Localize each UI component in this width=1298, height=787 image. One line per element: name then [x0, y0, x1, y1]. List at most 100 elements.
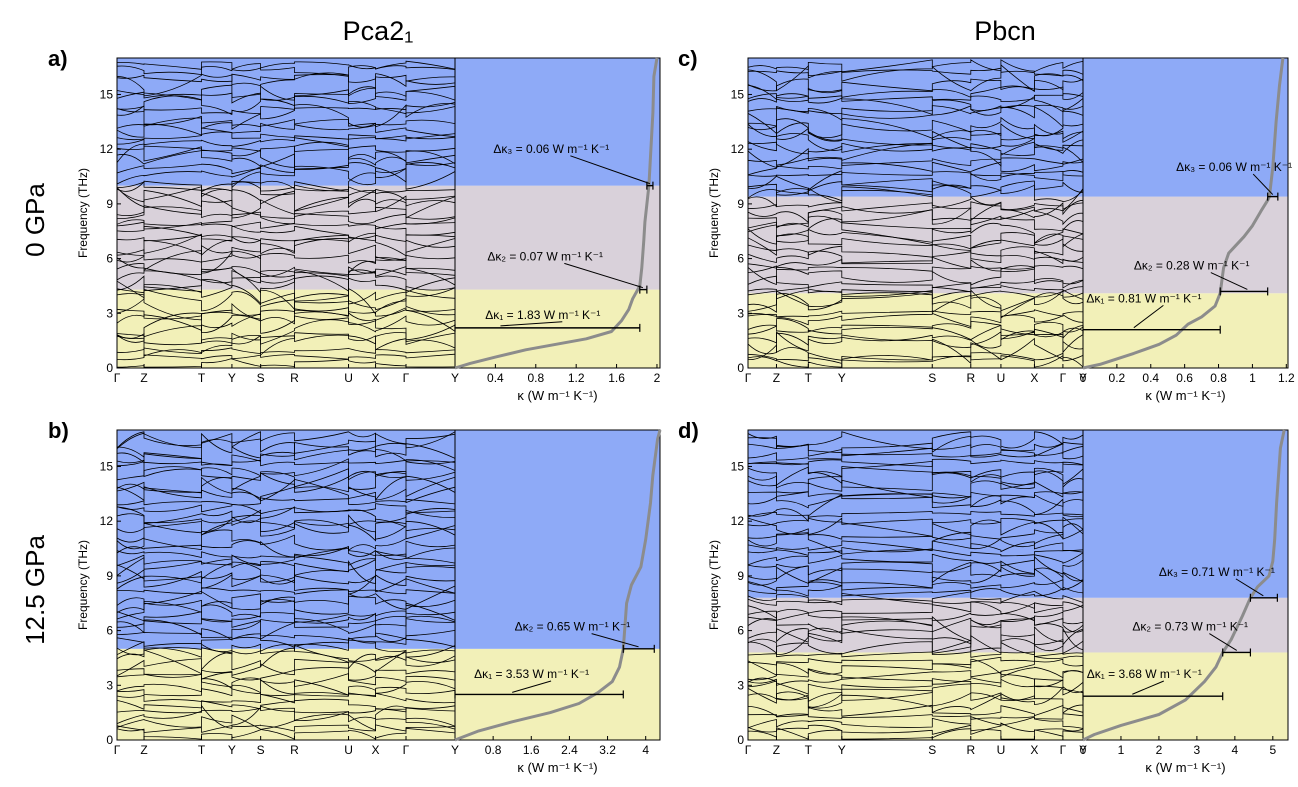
y-tick-label: 9 [737, 197, 744, 211]
dispersion-curve [747, 156, 1084, 166]
kappa-tick-label: 3 [1194, 743, 1201, 757]
kpoint-label: X [1030, 743, 1038, 757]
dispersion-curve [747, 104, 1084, 116]
dispersion-curve [116, 319, 456, 345]
dispersion-curve [747, 142, 1084, 169]
dispersion-curve [116, 585, 456, 610]
dispersion-curve [747, 561, 1084, 584]
delta-kappa-label-1: Δκ₁ = 3.68 W m⁻¹ K⁻¹ [1087, 667, 1202, 681]
dispersion-curve [116, 196, 456, 219]
dispersion-curve [747, 256, 1084, 272]
y-tick-label: 6 [737, 624, 744, 638]
dispersion-curve [116, 506, 456, 524]
dispersion-curve [116, 145, 456, 153]
dispersion-curve [116, 459, 456, 467]
y-tick-label: 0 [737, 733, 744, 747]
dispersion-curve [747, 651, 1084, 658]
dispersion-curve [747, 555, 1084, 576]
dispersion-curve [747, 713, 1084, 720]
dispersion-curve [747, 64, 1084, 93]
y-tick-label: 15 [100, 87, 114, 101]
y-tick-label: 9 [106, 197, 113, 211]
dispersion-curve [116, 540, 456, 560]
dispersion-curve [747, 528, 1084, 541]
dispersion-curve [747, 170, 1084, 191]
kappa-frame [1082, 429, 1289, 741]
panel-label: c) [678, 46, 698, 71]
kappa-tick-label: 0.4 [1142, 371, 1159, 385]
dispersion-curve [747, 250, 1084, 265]
dispersion-curve [116, 636, 456, 648]
dispersion-curve [116, 698, 456, 710]
dispersion-curve [747, 516, 1084, 540]
dispersion-curve [747, 199, 1084, 225]
kpoint-label: Y [1079, 371, 1087, 385]
kpoint-label: Γ [114, 743, 121, 757]
dispersion-curve [747, 93, 1084, 102]
y-tick-label: 6 [737, 252, 744, 266]
kpoint-label: Γ [403, 371, 410, 385]
dispersion-curve [116, 704, 456, 729]
panel-label: d) [678, 418, 699, 443]
kpoint-label: S [928, 743, 936, 757]
kpoint-label: U [997, 743, 1006, 757]
dispersion-curve [116, 225, 456, 239]
dispersion-curve [116, 122, 456, 138]
dispersion-curve [747, 312, 1084, 328]
dispersion-curve [116, 503, 456, 515]
y-tick-label: 0 [106, 361, 113, 375]
dispersion-curve [747, 161, 1084, 176]
delta-kappa-pointer [500, 321, 563, 327]
kappa-axis-label: κ (W m⁻¹ K⁻¹) [1145, 760, 1225, 775]
delta-kappa-pointer [512, 680, 552, 693]
kappa-tick-label: 0.6 [1176, 371, 1193, 385]
dispersion-curve [747, 517, 1084, 527]
kpoint-label: X [372, 371, 380, 385]
dispersion-curve [747, 616, 1084, 633]
panel-b: 0 3 6 9 12 15 Frequency (THz) Γ Z T Y S R U X Γ Y 0.8 1.6 2… [48, 418, 662, 775]
dispersion-curve [747, 201, 1084, 212]
dispersion-curve [116, 65, 456, 77]
y-tick-label: 3 [737, 678, 744, 692]
dispersion-curve [747, 579, 1084, 592]
dispersion-curve [747, 670, 1084, 688]
dispersion-curve [116, 520, 456, 550]
kpoint-label: R [290, 371, 299, 385]
dispersion-curve [747, 678, 1084, 695]
y-tick-label: 9 [106, 569, 113, 583]
kpoint-label: T [198, 743, 206, 757]
dispersion-curve [116, 574, 456, 595]
kappa-tick-label: 0.2 [1109, 371, 1126, 385]
dispersion-curve [116, 618, 456, 628]
dispersion-curve [747, 478, 1084, 499]
kpoint-label: X [1030, 371, 1038, 385]
kappa-tick-label: 4 [642, 743, 649, 757]
kappa-tick-label: 0.8 [485, 743, 502, 757]
dispersion-curve [116, 84, 456, 101]
y-tick-label: 9 [737, 569, 744, 583]
dispersion-curve [747, 540, 1084, 553]
dispersion-curve [116, 439, 456, 460]
dispersion-curve [747, 466, 1084, 486]
kpoint-label: Y [838, 743, 846, 757]
dispersion-curve [747, 584, 1084, 597]
kpoint-label: Z [140, 371, 147, 385]
frequency-region-1 [748, 597, 1288, 653]
dispersion-curve [747, 431, 1084, 450]
dispersion-curve [747, 78, 1084, 93]
dispersion-curve [747, 289, 1084, 313]
dispersion-curve [747, 658, 1084, 676]
delta-kappa-pointer [1235, 578, 1264, 597]
dispersion-curve [747, 327, 1084, 348]
dispersion-curve [116, 211, 456, 226]
kpoint-label: R [290, 743, 299, 757]
dispersion-curve [747, 693, 1084, 714]
dispersion-curve [116, 234, 456, 242]
dispersion-curve [116, 466, 456, 488]
dispersion-curve [747, 141, 1084, 156]
panel-a: 0 3 6 9 12 15 Frequency (THz) Γ Z T Y S R U X Γ Y 0.4 0.8 1… [48, 46, 661, 403]
cumulative-kappa-curve [1082, 429, 1286, 742]
dispersion-curve [747, 93, 1084, 116]
dispersion-curve [747, 180, 1084, 194]
kpoint-label: Γ [1060, 371, 1067, 385]
